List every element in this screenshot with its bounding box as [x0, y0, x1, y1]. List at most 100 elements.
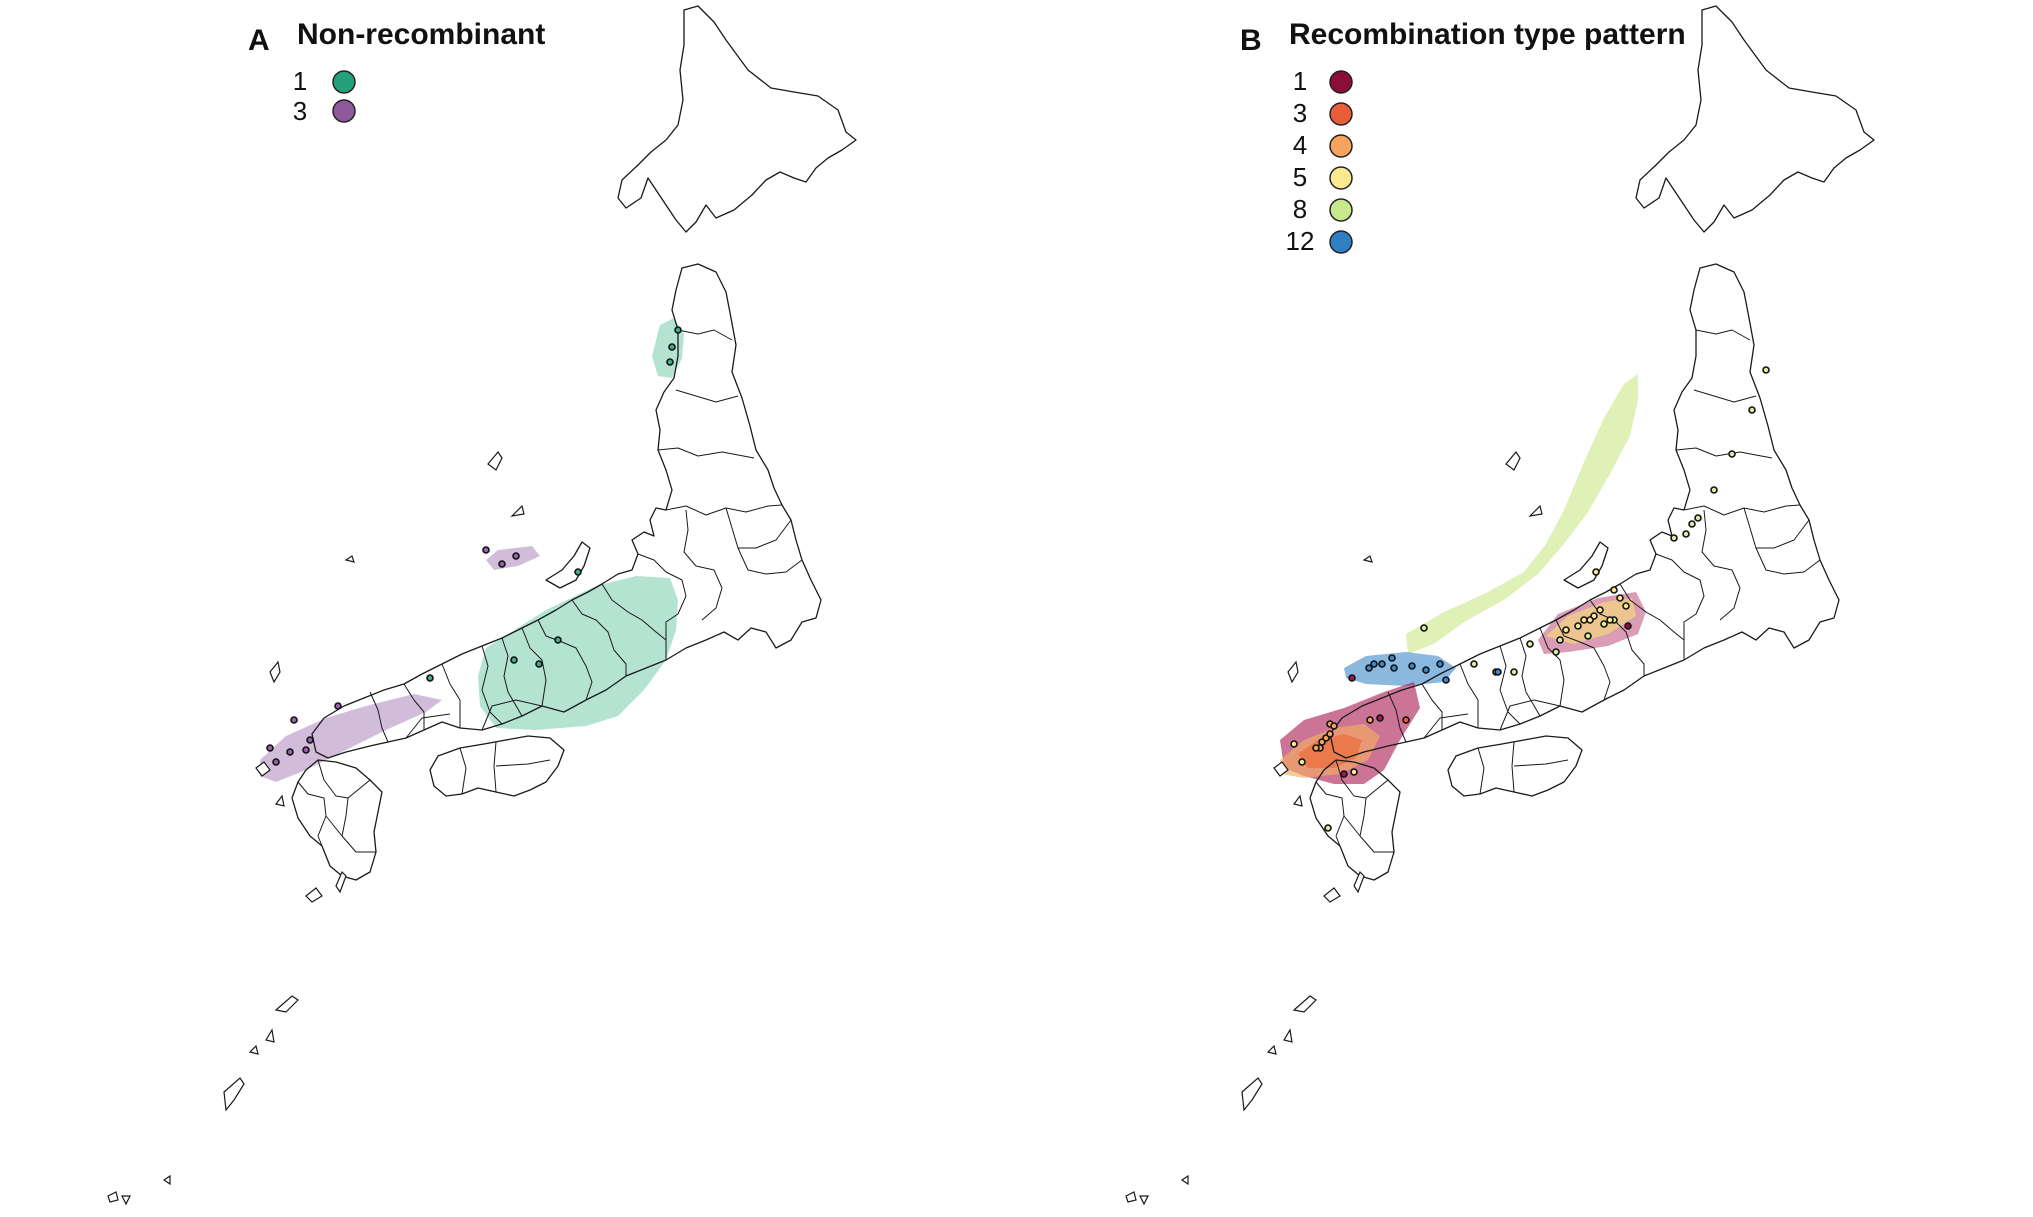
legend-b-label-3: 3: [1293, 98, 1307, 128]
legend-b-label-1: 1: [1293, 66, 1307, 96]
point: [1584, 632, 1592, 640]
point: [1290, 740, 1298, 748]
cluster-hull-b-8: [1406, 374, 1638, 654]
legend-a-label-3: 3: [293, 96, 307, 126]
point: [1494, 668, 1502, 676]
point: [290, 716, 298, 724]
panel-a: A Non-recombinant 1 3: [107, 5, 857, 1205]
point: [1436, 660, 1444, 668]
point: [1408, 662, 1416, 670]
legend-b-swatch-12: [1329, 230, 1353, 254]
legend-b-swatch-5: [1329, 166, 1353, 190]
legend-b-swatch-4: [1329, 134, 1353, 158]
point: [306, 736, 314, 744]
point: [1622, 602, 1630, 610]
point: [1298, 758, 1306, 766]
point: [1365, 664, 1373, 672]
point: [674, 326, 682, 334]
point: [1470, 660, 1478, 668]
point: [1350, 768, 1358, 776]
cluster-hull-b-3: [1298, 734, 1362, 768]
panel-a-letter: A: [248, 24, 270, 57]
legend-b-swatch-1: [1329, 70, 1353, 94]
point: [1324, 824, 1332, 832]
point: [1526, 640, 1534, 648]
panel-b-letter: B: [1240, 24, 1262, 57]
point: [334, 702, 342, 710]
point: [1510, 668, 1518, 676]
legend-a-swatch-3: [332, 99, 356, 123]
legend-b-label-8: 8: [1293, 194, 1307, 224]
point: [1420, 624, 1428, 632]
point: [498, 560, 506, 568]
legend-a-swatch-1: [332, 70, 356, 94]
points-a: [266, 326, 682, 766]
point: [426, 674, 434, 682]
point: [1348, 674, 1356, 682]
point: [1694, 514, 1702, 522]
point: [1390, 664, 1398, 672]
legend-b-label-4: 4: [1293, 130, 1307, 160]
point: [1586, 616, 1594, 624]
point: [1616, 594, 1624, 602]
point: [1748, 406, 1756, 414]
point: [1402, 716, 1410, 724]
point: [666, 358, 674, 366]
point: [1552, 648, 1560, 656]
legend-b-label-5: 5: [1293, 162, 1307, 192]
point: [1556, 636, 1564, 644]
point: [1340, 770, 1348, 778]
point: [1562, 626, 1570, 634]
point: [1376, 714, 1384, 722]
cluster-hull-a-3-chugoku: [260, 694, 442, 782]
point: [272, 758, 280, 766]
legend-b-swatch-8: [1329, 198, 1353, 222]
cluster-hull-a-1-kinki: [478, 576, 678, 730]
point: [1592, 568, 1600, 576]
point: [1370, 660, 1378, 668]
point: [1610, 586, 1618, 594]
point: [535, 660, 543, 668]
point: [302, 746, 310, 754]
panel-b: B Recombination type pattern 1 3 4 5 8 1…: [1125, 5, 1875, 1205]
point: [1762, 366, 1770, 374]
point: [1366, 716, 1374, 724]
japan-map-a: [107, 5, 857, 1205]
point: [1600, 620, 1608, 628]
point: [1606, 616, 1614, 624]
point: [1596, 606, 1604, 614]
point: [286, 748, 294, 756]
point: [554, 636, 562, 644]
point: [1312, 744, 1320, 752]
point: [512, 552, 520, 560]
legend-b: 1 3 4 5 8 12: [1286, 66, 1353, 256]
point: [1728, 450, 1736, 458]
point: [1580, 616, 1588, 624]
point: [1330, 722, 1338, 730]
point: [1388, 654, 1396, 662]
japan-map-b: [1125, 5, 1875, 1205]
point: [1422, 666, 1430, 674]
point: [482, 546, 490, 554]
points-b: [1290, 366, 1770, 832]
point: [574, 568, 582, 576]
point: [668, 343, 676, 351]
legend-a-label-1: 1: [293, 66, 307, 96]
point: [1682, 530, 1690, 538]
point: [1624, 622, 1632, 630]
point: [1378, 660, 1386, 668]
panel-b-title: Recombination type pattern: [1289, 18, 1686, 51]
point: [1688, 520, 1696, 528]
point: [1710, 486, 1718, 494]
point: [1574, 622, 1582, 630]
point: [510, 656, 518, 664]
cluster-hull-b-12: [1344, 652, 1456, 686]
legend-b-swatch-3: [1329, 102, 1353, 126]
point: [266, 744, 274, 752]
panel-a-title: Non-recombinant: [297, 18, 545, 51]
legend-a: 1 3: [293, 66, 356, 126]
point: [1670, 534, 1678, 542]
point: [1326, 730, 1334, 738]
legend-b-label-12: 12: [1286, 226, 1315, 256]
